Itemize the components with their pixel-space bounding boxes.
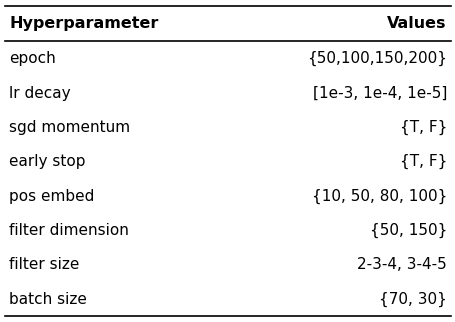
Text: early stop: early stop xyxy=(9,154,86,169)
Text: {50, 150}: {50, 150} xyxy=(369,223,446,238)
Text: batch size: batch size xyxy=(9,291,87,307)
Text: [1e-3, 1e-4, 1e-5]: [1e-3, 1e-4, 1e-5] xyxy=(312,86,446,100)
Text: {T, F}: {T, F} xyxy=(399,154,446,169)
Text: {T, F}: {T, F} xyxy=(399,120,446,135)
Text: {50,100,150,200}: {50,100,150,200} xyxy=(306,51,446,66)
Text: filter dimension: filter dimension xyxy=(9,223,129,238)
Text: lr decay: lr decay xyxy=(9,86,71,100)
Text: {70, 30}: {70, 30} xyxy=(378,291,446,307)
Text: epoch: epoch xyxy=(9,51,56,66)
Text: sgd momentum: sgd momentum xyxy=(9,120,130,135)
Text: Hyperparameter: Hyperparameter xyxy=(9,16,158,31)
Text: filter size: filter size xyxy=(9,257,79,272)
Text: {10, 50, 80, 100}: {10, 50, 80, 100} xyxy=(311,188,446,204)
Text: 2-3-4, 3-4-5: 2-3-4, 3-4-5 xyxy=(356,257,446,272)
Text: pos embed: pos embed xyxy=(9,188,94,204)
Text: Values: Values xyxy=(387,16,446,31)
